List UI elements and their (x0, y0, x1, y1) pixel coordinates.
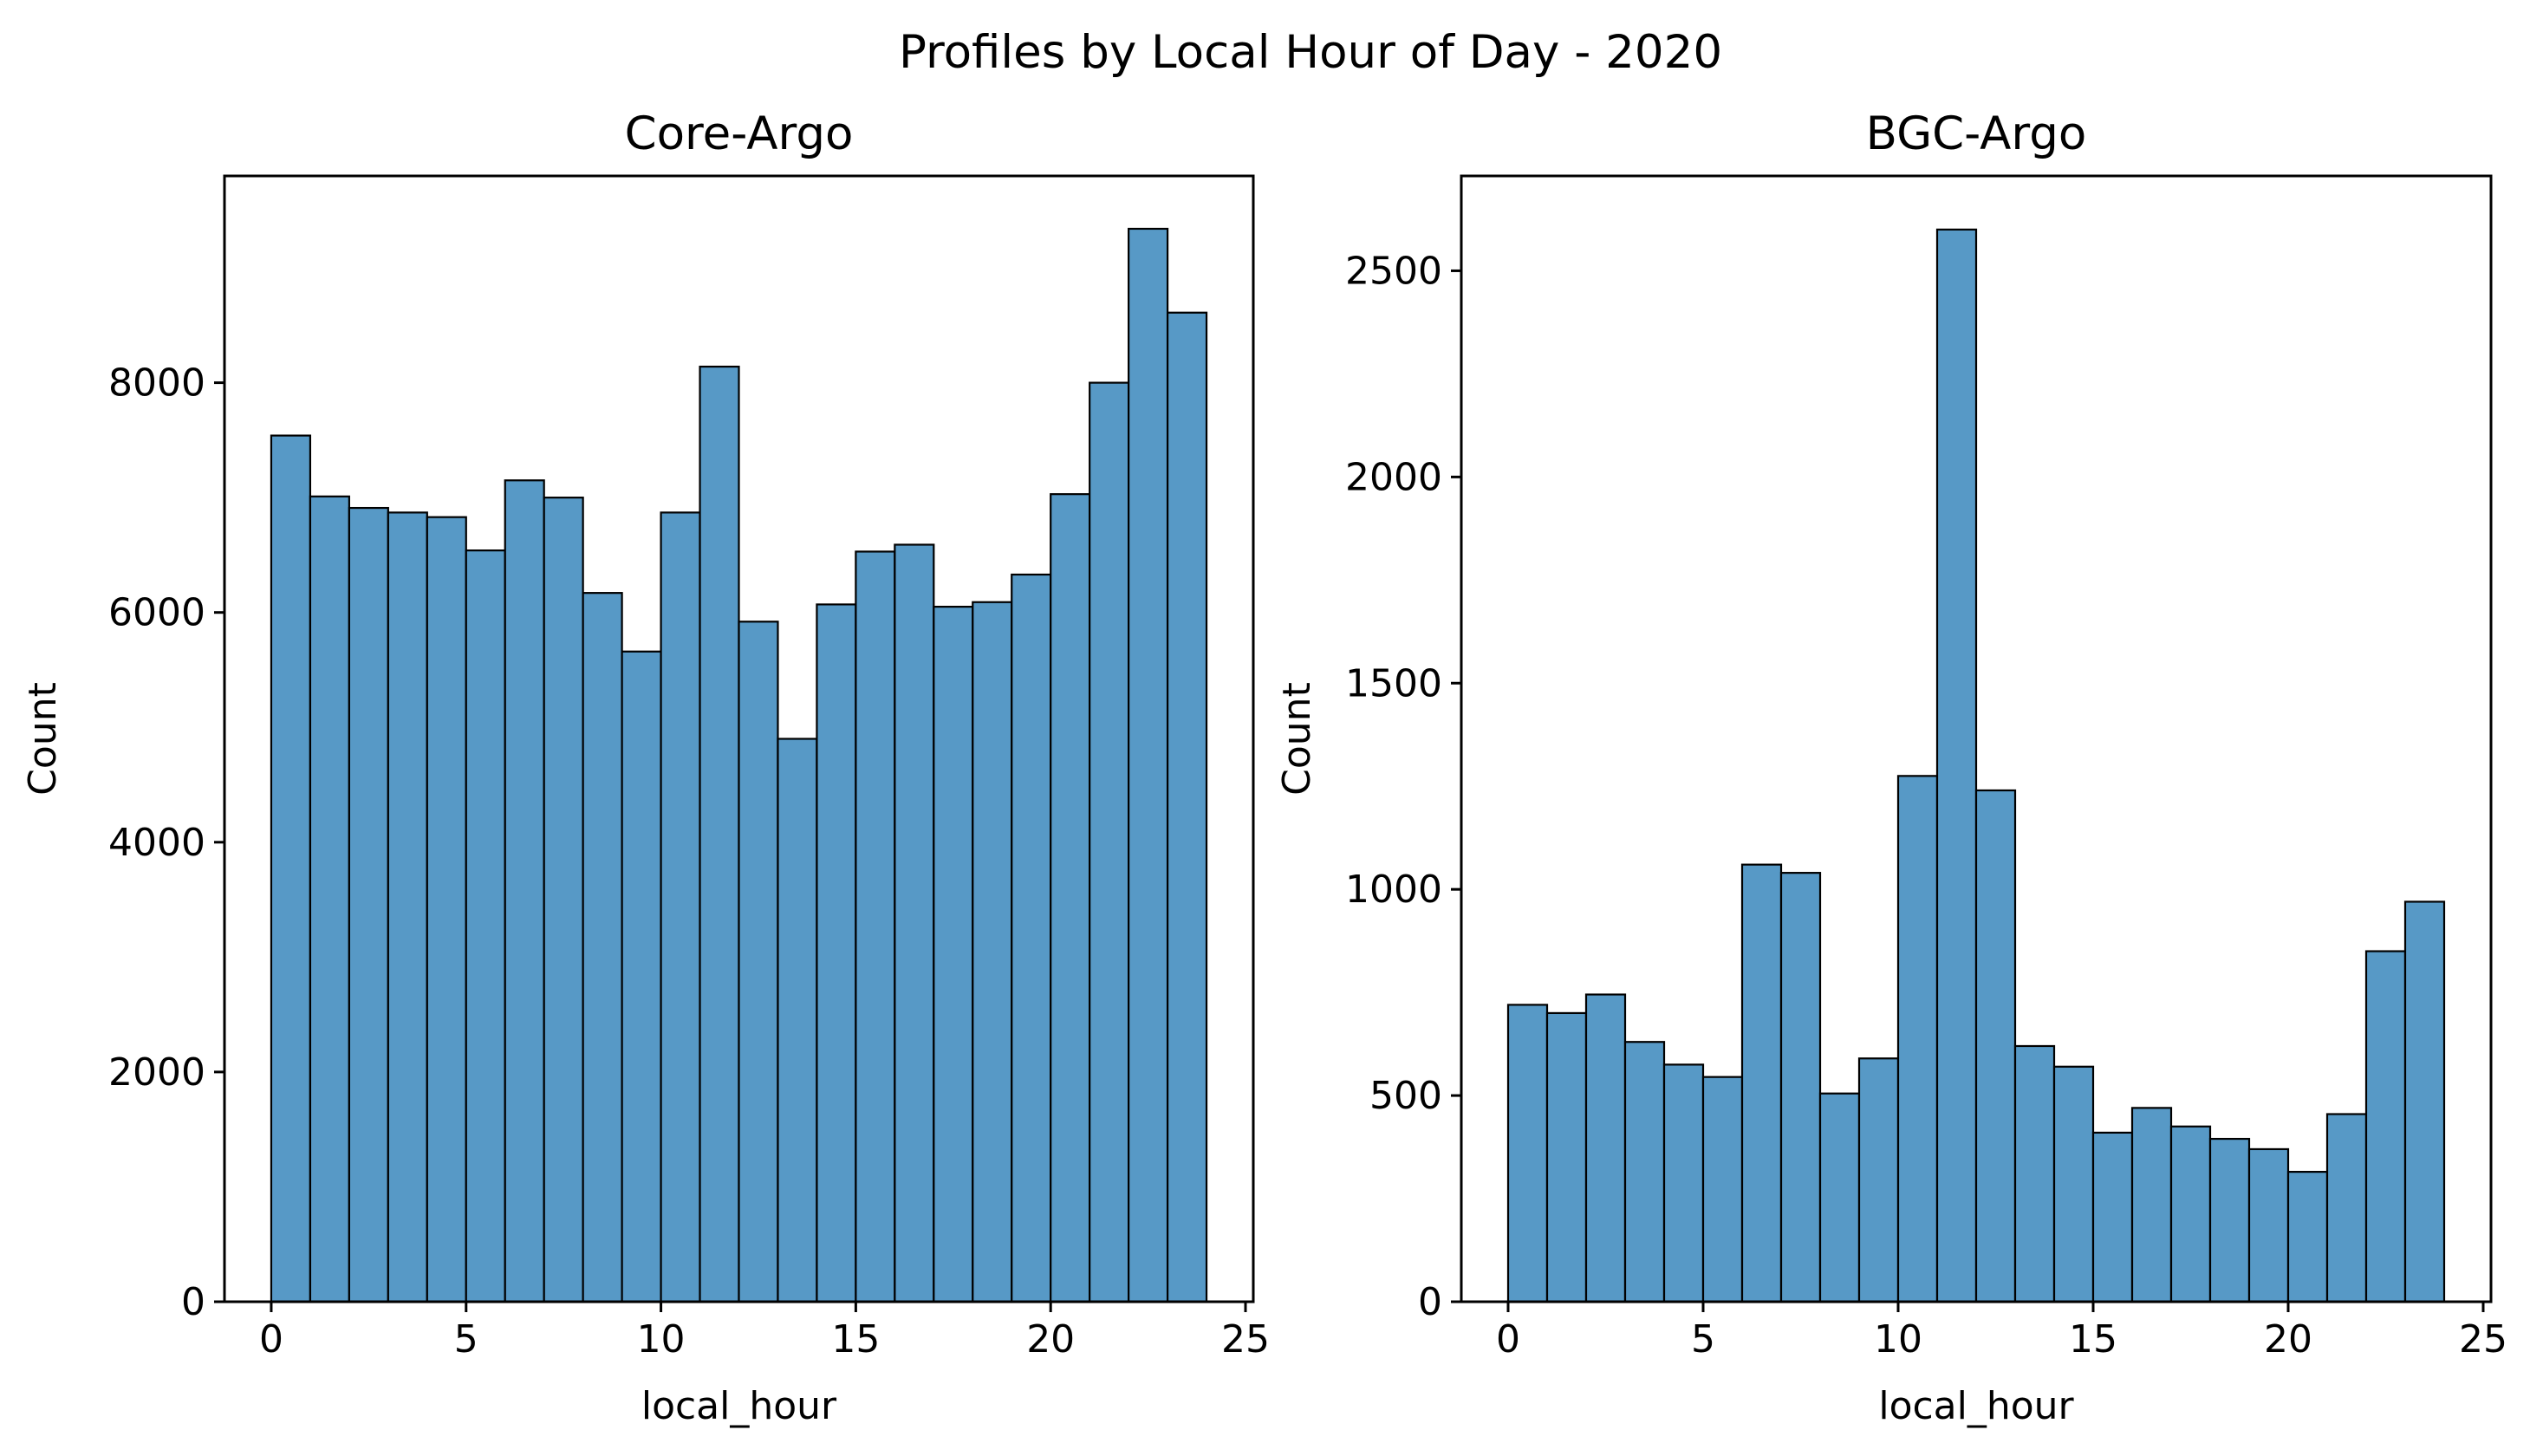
core-argo-bar-13 (777, 738, 818, 1303)
bgc-argo-bar-19 (2247, 1147, 2290, 1303)
bgc-argo-ytick-label-1: 500 (1369, 1074, 1442, 1118)
bgc-argo-xtick-label-0: 0 (1496, 1317, 1520, 1362)
bgc-argo-bar-11 (1935, 228, 1978, 1303)
bgc-argo-bar-18 (2208, 1137, 2251, 1303)
core-argo-bar-5 (465, 549, 506, 1303)
core-argo-xlabel: local_hour (641, 1384, 837, 1428)
bgc-argo-bar-15 (2091, 1131, 2134, 1303)
core-argo-ytick-label-3: 6000 (108, 591, 205, 635)
bgc-argo-bar-14 (2052, 1065, 2095, 1303)
core-argo-bar-15 (855, 550, 896, 1303)
core-argo-bar-2 (348, 506, 389, 1303)
bgc-argo-bar-4 (1662, 1063, 1705, 1303)
bgc-argo-xlabel: local_hour (1878, 1384, 2074, 1428)
core-argo-xtick-label-0: 0 (259, 1317, 283, 1362)
core-argo-ytick-label-1: 2000 (108, 1050, 205, 1095)
core-argo-bar-4 (426, 516, 467, 1303)
bgc-argo-ytick-label-5: 2500 (1345, 249, 1442, 293)
core-argo-bar-17 (933, 605, 974, 1303)
core-argo-bar-1 (309, 495, 350, 1303)
core-argo-bar-14 (816, 603, 857, 1303)
core-argo-ytick-label-2: 4000 (108, 821, 205, 865)
bgc-argo-bar-5 (1701, 1076, 1744, 1303)
bgc-argo-bar-8 (1818, 1092, 1861, 1303)
bgc-argo-ytick-label-4: 2000 (1345, 455, 1442, 499)
bgc-argo-bar-2 (1584, 993, 1627, 1303)
core-argo-bar-12 (738, 621, 779, 1303)
bgc-argo-ytick-label-3: 1500 (1345, 661, 1442, 705)
core-argo-bar-22 (1128, 227, 1169, 1303)
bgc-argo-bar-22 (2364, 950, 2407, 1303)
bgc-argo-bar-23 (2403, 900, 2446, 1303)
bgc-argo-bar-13 (2013, 1044, 2056, 1303)
bgc-argo-bar-1 (1545, 1011, 1588, 1303)
bgc-argo-axes-frame (1460, 174, 2493, 1303)
bgc-argo-xtick-label-3: 15 (2069, 1317, 2117, 1362)
bgc-argo-bar-17 (2169, 1125, 2212, 1303)
core-argo-bar-11 (699, 365, 740, 1303)
bgc-argo-ytick-label-2: 1000 (1345, 868, 1442, 912)
core-argo-bar-9 (621, 650, 662, 1303)
core-argo-bar-23 (1166, 311, 1208, 1303)
core-argo-bar-19 (1011, 573, 1052, 1303)
core-argo-xtick-label-2: 10 (637, 1317, 686, 1362)
bgc-argo-title: BGC-Argo (1866, 107, 2087, 160)
bgc-argo-bar-21 (2325, 1113, 2368, 1303)
core-argo-ytick-label-0: 0 (181, 1280, 205, 1324)
bgc-argo-bar-3 (1623, 1041, 1666, 1303)
core-argo-bar-10 (660, 511, 701, 1303)
bgc-argo-bar-7 (1779, 872, 1822, 1303)
core-argo-bar-6 (504, 479, 545, 1303)
bgc-argo-bar-9 (1857, 1057, 1900, 1303)
core-argo-xtick-label-5: 25 (1221, 1317, 1270, 1362)
core-argo-histogram: 0 5 10 15 20 25 0 2000 4000 6000 8000 Core-Argo loca… (21, 107, 1270, 1428)
bgc-argo-histogram: 0 5 10 15 20 25 0 500 1000 1500 2000 2500 BGC-Argo lo… (1275, 107, 2507, 1428)
figure-title: Profiles by Local Hour of Day - 2020 (899, 26, 1722, 79)
core-argo-bar-18 (972, 601, 1013, 1303)
bgc-argo-xtick-label-2: 10 (1874, 1317, 1922, 1362)
bgc-argo-bar-6 (1740, 863, 1783, 1303)
core-argo-ytick-label-4: 8000 (108, 361, 205, 406)
core-argo-xtick-label-1: 5 (454, 1317, 478, 1362)
core-argo-xtick-label-4: 20 (1026, 1317, 1075, 1362)
bgc-argo-bar-16 (2130, 1107, 2173, 1303)
bgc-argo-xtick-label-5: 25 (2459, 1317, 2507, 1362)
core-argo-xtick-label-3: 15 (831, 1317, 880, 1362)
bgc-argo-bar-20 (2286, 1171, 2329, 1303)
bgc-argo-bar-0 (1506, 1004, 1549, 1303)
core-argo-bar-20 (1050, 493, 1091, 1303)
core-argo-axes-frame (223, 174, 1255, 1303)
core-argo-title: Core-Argo (625, 107, 854, 160)
bgc-argo-xtick-label-1: 5 (1691, 1317, 1715, 1362)
core-argo-bar-3 (387, 511, 428, 1303)
core-argo-bar-7 (543, 497, 584, 1303)
core-argo-ylabel: Count (21, 682, 65, 796)
core-argo-bar-8 (582, 592, 623, 1303)
bgc-argo-bar-10 (1896, 775, 1939, 1303)
core-argo-bar-21 (1089, 381, 1130, 1303)
core-argo-bar-0 (270, 434, 312, 1303)
bgc-argo-xtick-label-4: 20 (2264, 1317, 2312, 1362)
core-argo-bar-16 (894, 543, 935, 1303)
bgc-argo-ylabel: Count (1275, 682, 1319, 796)
bgc-argo-bar-12 (1974, 789, 2017, 1303)
bgc-argo-ytick-label-0: 0 (1418, 1280, 1442, 1324)
